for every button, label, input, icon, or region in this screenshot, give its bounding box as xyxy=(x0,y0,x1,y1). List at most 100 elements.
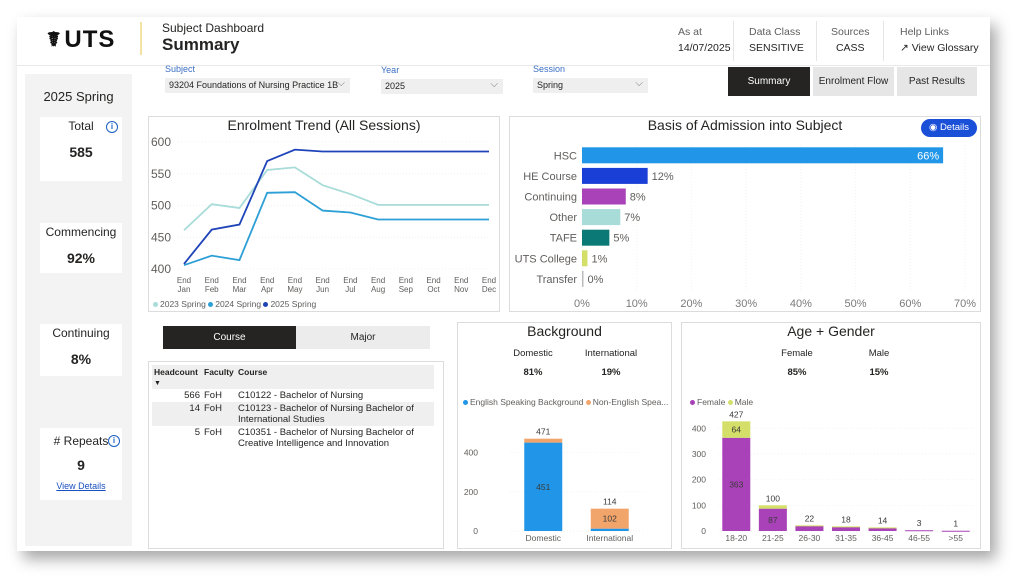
x-tick-label: 21-25 xyxy=(762,533,784,543)
x-tick-label: 31-35 xyxy=(835,533,857,543)
domestic-value: 81% xyxy=(523,367,543,378)
info-icon[interactable]: i xyxy=(106,121,118,133)
cell-course: C10351 - Bachelor of Nursing Bachelor of… xyxy=(238,427,414,449)
total-label: 100 xyxy=(766,493,780,503)
kpi-value: 92% xyxy=(66,250,96,266)
column-header-faculty[interactable]: Faculty xyxy=(202,365,236,389)
session-filter: Session Spring ⌵ xyxy=(533,64,648,93)
view-glossary-link[interactable]: ↗ View Glossary xyxy=(900,42,979,54)
bar-segment-non-english xyxy=(590,508,629,529)
session-dropdown-value: Spring xyxy=(537,80,564,90)
view-details-link[interactable]: View Details xyxy=(56,481,106,491)
age-gender-card: Age + Gender Female Male 85% 15% Female … xyxy=(681,322,981,549)
header-underline xyxy=(17,65,990,66)
y-tick-label: 0 xyxy=(701,526,706,536)
cell-course: C10122 - Bachelor of Nursing xyxy=(238,390,364,401)
legend-dot xyxy=(585,400,591,406)
bar-hsc xyxy=(582,147,944,164)
age-gender-chart: 0 100 200 300 400 363 64 427 18-20 87 100 21-25 22 26… xyxy=(692,409,974,543)
toggle-major[interactable]: Major xyxy=(296,326,430,349)
details-button[interactable]: ◉ Details xyxy=(921,119,977,137)
x-tick-label: Dec xyxy=(482,285,496,294)
y-tick-label: 500 xyxy=(151,199,171,213)
total-label: 3 xyxy=(917,518,922,528)
toggle-course[interactable]: Course xyxy=(163,326,296,349)
y-tick-label: 400 xyxy=(692,423,706,433)
bar-segment-female xyxy=(722,437,751,531)
x-tick-label: Mar xyxy=(233,285,247,294)
kpi-repeats: # Repeats i 9 View Details xyxy=(40,428,122,500)
x-tick-label: End xyxy=(288,276,302,285)
data-label: 12% xyxy=(652,171,674,183)
table-row[interactable]: 5 FoH C10351 - Bachelor of Nursing Bache… xyxy=(152,426,434,450)
y-tick-label: 200 xyxy=(692,475,706,485)
category-label: Continuing xyxy=(524,192,577,204)
age-gender-title: Age + Gender xyxy=(787,323,875,339)
y-tick-label: 450 xyxy=(151,230,171,244)
x-tick-label: 70% xyxy=(954,298,976,310)
kpi-value: 9 xyxy=(77,457,85,473)
table-row[interactable]: 14 FoH C10123 - Bachelor of Nursing Bach… xyxy=(152,402,434,426)
bar-segment-english xyxy=(524,442,563,531)
table-row[interactable]: 566 FoH C10122 - Bachelor of Nursing xyxy=(152,389,434,402)
category-label: Other xyxy=(549,212,577,224)
bar-segment-female xyxy=(868,527,897,531)
column-header-headcount[interactable]: Headcount ▼ xyxy=(152,365,202,389)
segment-label: 363 xyxy=(729,479,743,489)
uts-crest-icon: ☤ xyxy=(47,29,61,51)
basis-admission-chart: 0% 10% 20% 30% 40% 50% 60% 70% HSC 66% HE Course 12… xyxy=(515,145,976,310)
x-tick-label: Nov xyxy=(454,285,468,294)
bar-other xyxy=(582,209,621,226)
year-filter-label: Year xyxy=(381,65,400,75)
cell-headcount: 566 xyxy=(184,390,200,401)
as-at-label: As at xyxy=(678,26,702,38)
total-label: 18 xyxy=(841,514,851,524)
international-label: International xyxy=(584,348,638,359)
x-tick-label: Feb xyxy=(205,285,219,294)
course-table: Headcount ▼ Faculty Course 566 FoH C10122… xyxy=(148,361,444,549)
year-dropdown[interactable]: 2025 ⌵ xyxy=(381,79,503,94)
legend-label: Male xyxy=(734,397,754,407)
chevron-down-icon: ⌵ xyxy=(337,78,345,89)
as-at-value: 14/07/2025 xyxy=(678,42,731,54)
x-tick-label: End xyxy=(232,276,246,285)
y-tick-label: 600 xyxy=(151,135,171,149)
category-label: TAFE xyxy=(550,233,577,245)
bar-segment-english xyxy=(590,528,629,531)
x-tick-label: End xyxy=(316,276,330,285)
segment-label: 87 xyxy=(768,515,778,525)
total-label: 14 xyxy=(878,515,888,525)
column-header-course[interactable]: Course xyxy=(236,365,434,389)
data-class-value: SENSITIVE xyxy=(749,42,804,54)
chevron-down-icon: ⌵ xyxy=(635,78,643,89)
bar-segment-non-english xyxy=(524,438,563,443)
legend-label: 2023 Spring xyxy=(160,299,206,309)
bar-segment-female xyxy=(758,508,787,531)
bar-segment-male xyxy=(795,525,824,527)
bar-segment-male xyxy=(868,527,897,529)
nav-summary-button[interactable]: Summary xyxy=(728,67,810,96)
x-tick-label: 0% xyxy=(574,298,590,310)
bar-tafe xyxy=(582,229,610,246)
x-tick-label: 36-45 xyxy=(872,533,894,543)
y-tick-label: 400 xyxy=(464,448,478,458)
nav-enrolment-flow-button[interactable]: Enrolment Flow xyxy=(813,67,894,96)
x-tick-label: Oct xyxy=(427,285,440,294)
x-tick-label: 18-20 xyxy=(725,533,747,543)
kpi-label: # Repeats xyxy=(53,434,109,448)
data-label: 0% xyxy=(588,274,604,286)
nav-past-results-button[interactable]: Past Results xyxy=(897,67,977,96)
session-dropdown[interactable]: Spring ⌵ xyxy=(533,78,648,93)
legend-label: 2025 Spring xyxy=(270,299,317,309)
y-tick-label: 400 xyxy=(151,262,171,276)
x-tick-label: Apr xyxy=(261,285,274,294)
data-label: 8% xyxy=(630,192,646,204)
series-line-2024-spring xyxy=(183,191,489,267)
subject-dropdown[interactable]: 93204 Foundations of Nursing Practice 1B… xyxy=(165,78,350,93)
info-icon[interactable]: i xyxy=(108,435,120,447)
x-tick-label: 26-30 xyxy=(799,533,821,543)
bar-segment-female xyxy=(832,526,860,531)
x-tick-label: Aug xyxy=(371,285,385,294)
data-label: 7% xyxy=(624,212,640,224)
y-tick-label: 200 xyxy=(464,487,478,497)
